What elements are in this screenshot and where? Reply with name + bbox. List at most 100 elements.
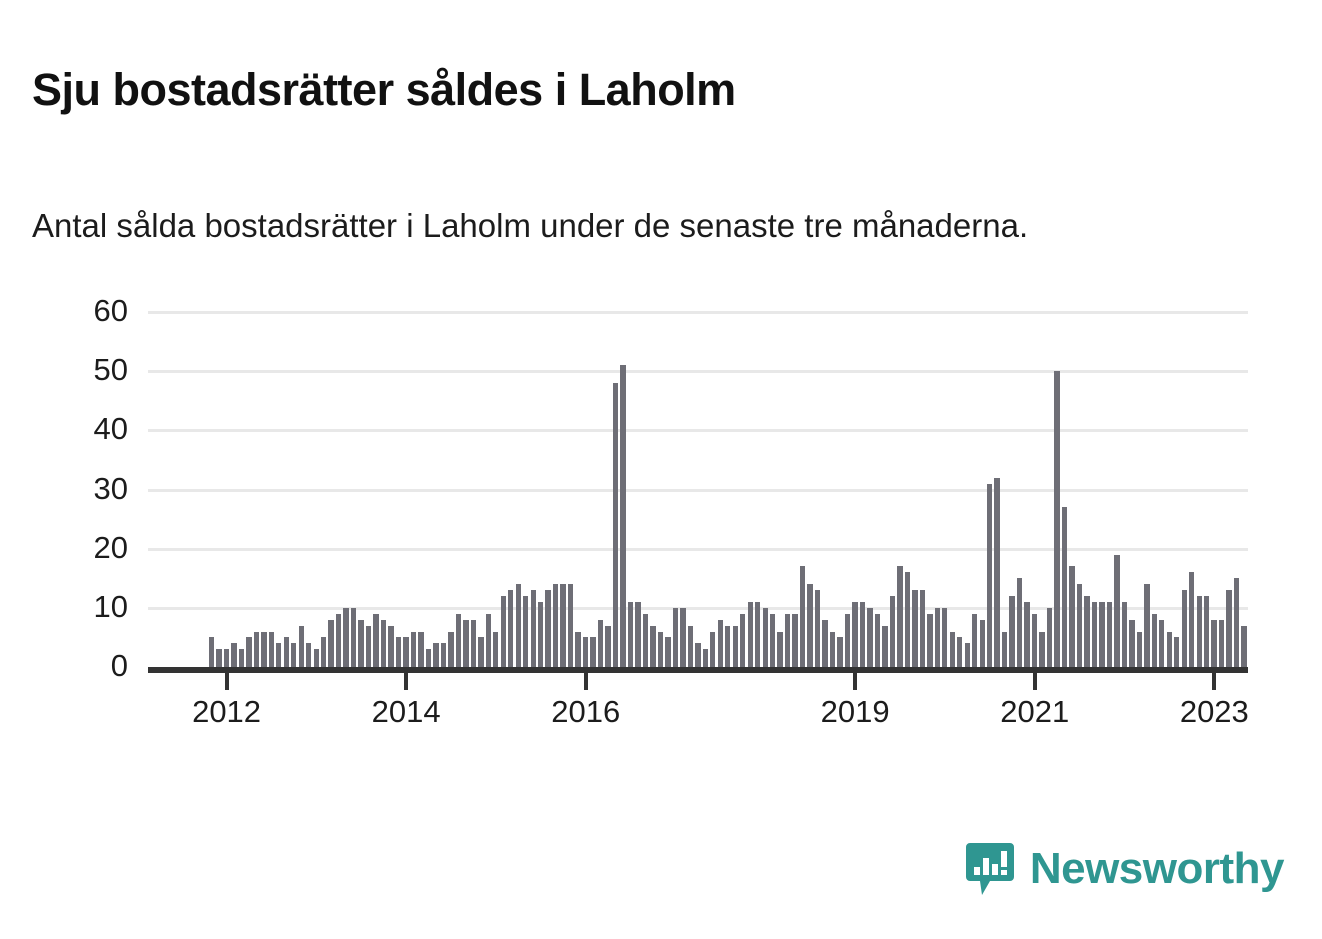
bar (822, 619, 828, 667)
bar (515, 584, 521, 667)
bar (1099, 601, 1105, 667)
x-axis-tick (1212, 673, 1217, 690)
bar (1106, 601, 1113, 667)
gridline (148, 429, 1248, 433)
bar (1069, 566, 1075, 667)
bar (1084, 596, 1090, 667)
x-axis-tick-label: 2016 (551, 694, 621, 729)
bar (1129, 619, 1135, 667)
bar (463, 619, 469, 667)
bar (530, 590, 536, 667)
bar (1061, 507, 1068, 667)
bar (784, 613, 791, 667)
x-axis-tick (853, 673, 858, 690)
bar (1136, 631, 1143, 667)
bar (814, 590, 821, 667)
bar (717, 619, 723, 667)
bar (994, 477, 1000, 667)
bar (223, 649, 230, 667)
bar (523, 596, 529, 667)
bar (1076, 584, 1083, 667)
bar (485, 613, 491, 667)
bar (328, 619, 334, 667)
bar (1016, 578, 1023, 667)
bar (403, 637, 409, 667)
bar (1204, 596, 1210, 667)
bar (740, 613, 746, 667)
x-axis-tick (404, 673, 409, 690)
bar (538, 601, 544, 667)
bar (1233, 578, 1240, 667)
bar (620, 365, 626, 667)
bar (455, 613, 462, 667)
bar (246, 637, 252, 667)
bar (261, 631, 267, 667)
bar (612, 383, 619, 667)
bar (433, 643, 439, 667)
bar (567, 584, 574, 667)
bar (1001, 631, 1008, 667)
bar (1054, 371, 1060, 667)
bar (695, 643, 701, 667)
bar (942, 607, 948, 667)
bar (904, 572, 911, 667)
y-axis-tick-label: 20 (93, 529, 128, 565)
bar (253, 631, 260, 667)
bar (837, 637, 843, 667)
bar (283, 637, 289, 667)
brand-name: Newsworthy (1029, 844, 1285, 893)
bar (365, 625, 372, 667)
bar (882, 625, 888, 667)
page-title: Sju bostadsrätter såldes i Laholm (32, 64, 736, 116)
bar (1121, 601, 1128, 667)
bar (440, 643, 447, 667)
y-axis-tick-label: 40 (93, 411, 128, 447)
x-axis-tick (1032, 673, 1037, 690)
bar (874, 613, 881, 667)
bar (597, 619, 604, 667)
bar (306, 643, 312, 667)
bar (1031, 613, 1038, 667)
bar (1046, 607, 1053, 667)
bar (321, 637, 327, 667)
bar (552, 584, 559, 667)
bar (912, 590, 918, 667)
bar (642, 613, 649, 667)
bar (725, 625, 731, 667)
bar (919, 590, 926, 667)
bar (395, 637, 402, 667)
bar (231, 643, 237, 667)
bar (650, 625, 656, 667)
y-axis-tick-label: 50 (93, 352, 128, 388)
y-axis-tick-label: 10 (93, 588, 128, 624)
bar (605, 625, 611, 667)
bar (560, 584, 566, 667)
x-axis-tick (224, 673, 229, 690)
y-axis-tick-label: 30 (93, 470, 128, 506)
x-axis-line (148, 667, 1248, 673)
bar (897, 566, 903, 667)
gridline (148, 606, 1248, 610)
bar (1189, 572, 1195, 667)
bar (635, 601, 641, 667)
bar (388, 625, 394, 667)
bar (1114, 554, 1120, 667)
newsworthy-logo[interactable]: Newsworthy (964, 841, 1285, 897)
bar (657, 631, 664, 667)
bar (627, 601, 634, 667)
bar (889, 596, 896, 667)
bar (313, 649, 319, 667)
bar (1226, 590, 1232, 667)
bar (268, 631, 274, 667)
y-axis-tick-label: 60 (93, 293, 128, 328)
bar (478, 637, 484, 667)
bar (380, 619, 387, 667)
bar (470, 619, 477, 667)
bar (335, 613, 342, 667)
x-axis-tick-label: 2023 (1179, 694, 1249, 729)
bar (792, 613, 798, 667)
y-axis-tick-label: 0 (110, 648, 128, 683)
bar (358, 619, 364, 667)
bar (964, 643, 970, 667)
bar (732, 625, 738, 667)
